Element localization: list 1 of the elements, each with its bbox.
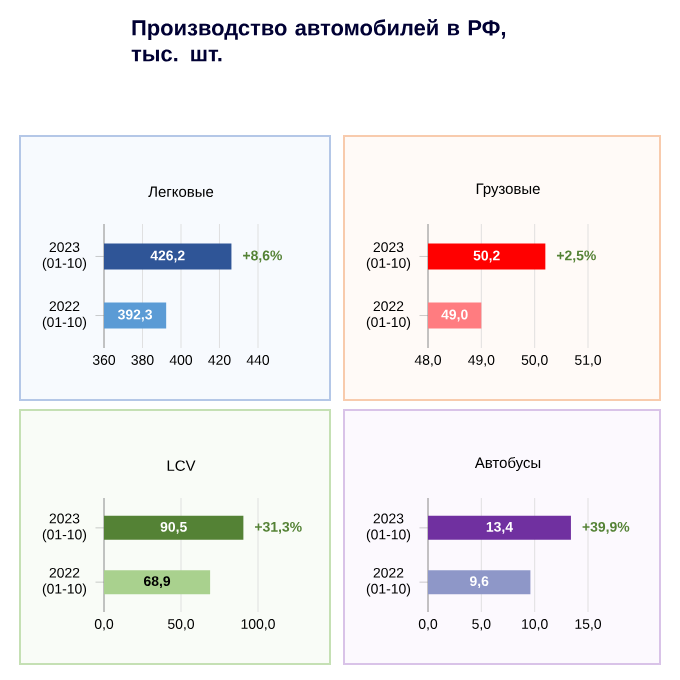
text: Производство автомобилей в РФ, тыс. шт.	[131, 19, 506, 62]
